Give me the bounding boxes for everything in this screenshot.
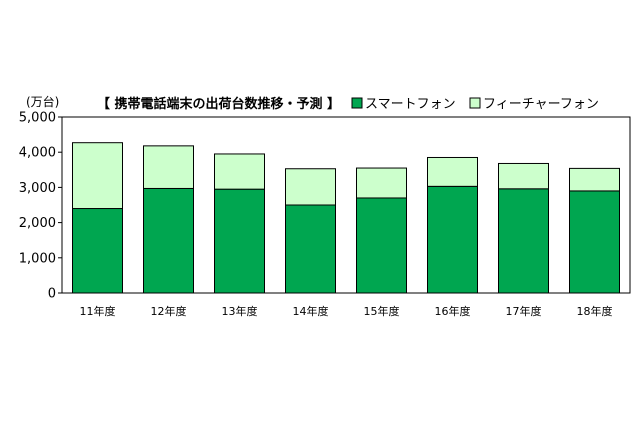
y-tick-label: 4,000	[19, 146, 56, 161]
chart-title: 【 携帯電話端末の出荷台数推移・予測 】	[97, 96, 340, 112]
bar-segment-series-1	[356, 197, 407, 294]
x-tick-label: 15年度	[364, 304, 400, 318]
chart-marks: 0 1,000 2,000 3,000 4,000 5,000 11年度 12年度 13年度 14…	[19, 111, 631, 318]
bar-segment-series-1	[285, 204, 336, 294]
legend-label-feature-phone: フィーチャーフォン	[483, 97, 599, 112]
bar-segment-series-2	[214, 153, 265, 190]
bar-segment-series-1	[498, 188, 549, 294]
y-tick-label: 0	[48, 287, 56, 302]
bar-segment-series-2	[569, 167, 620, 192]
legend: スマートフォン フィーチャーフォン	[351, 97, 599, 112]
y-axis-unit-label: (万台)	[26, 94, 59, 109]
legend-swatch-feature-phone	[469, 97, 481, 109]
x-tick-label: 13年度	[222, 304, 258, 318]
bar-segment-series-1	[143, 187, 194, 294]
x-tick-label: 17年度	[506, 304, 542, 318]
legend-label-smartphone: スマートフォン	[365, 97, 456, 112]
bar-segment-series-1	[214, 188, 265, 294]
x-tick-label: 11年度	[80, 304, 116, 318]
y-tick-label: 2,000	[19, 216, 56, 231]
legend-swatch-smartphone	[351, 97, 363, 109]
y-tick-label: 3,000	[19, 181, 56, 196]
bar-segment-series-2	[427, 156, 478, 187]
bar-segment-series-2	[72, 142, 123, 210]
x-tick-label: 14年度	[293, 304, 329, 318]
x-tick-label: 12年度	[151, 304, 187, 318]
bar-segment-series-1	[569, 190, 620, 294]
plot-frame	[61, 116, 631, 294]
bar-segment-series-2	[356, 167, 407, 199]
bar-segment-series-2	[143, 145, 194, 189]
bar-segment-series-1	[427, 185, 478, 294]
bar-segment-series-2	[498, 162, 549, 190]
y-tick-label: 1,000	[19, 251, 56, 266]
bar-segment-series-1	[72, 208, 123, 294]
y-tick-label: 5,000	[19, 111, 56, 126]
bar-segment-series-2	[285, 168, 336, 206]
x-tick-label: 18年度	[577, 304, 613, 318]
x-tick-label: 16年度	[435, 304, 471, 318]
